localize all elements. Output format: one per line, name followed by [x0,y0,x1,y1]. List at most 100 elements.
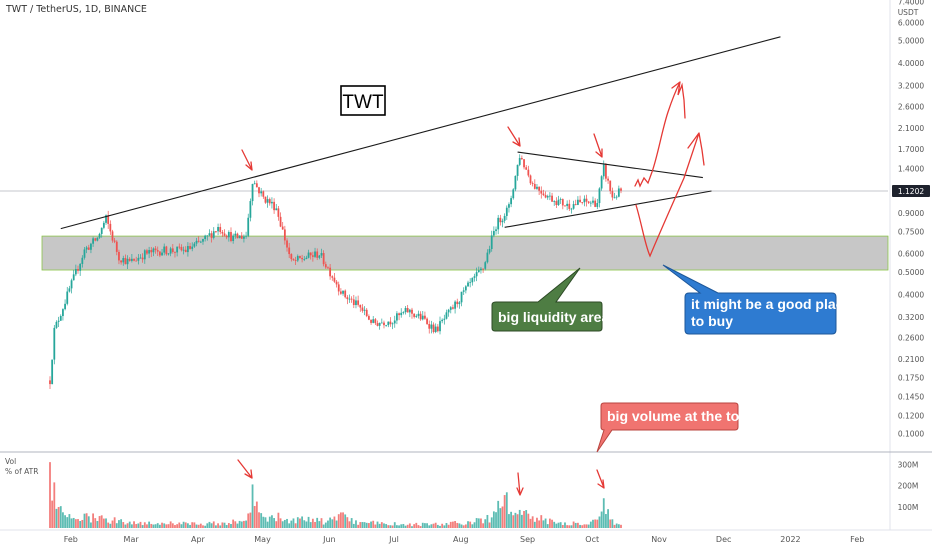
candle-body [380,322,383,324]
volume-bar [133,521,135,528]
candle-body [557,199,560,205]
volume-bar [359,522,362,528]
candle-body [421,315,424,320]
volume-bar [74,519,77,528]
trendline-layer[interactable] [60,36,781,230]
volume-bar [286,518,288,528]
volume-bar [227,523,230,528]
volume-callout[interactable]: big volume at the top [596,402,748,453]
volume-bar [529,518,532,528]
volume-bar [258,512,260,528]
candle-body [210,233,213,238]
volume-bar [490,517,493,528]
volume-bar [230,524,232,528]
buy-callout[interactable]: it might be a good place to buy [662,264,851,335]
candle-body [544,195,547,198]
volume-bar [538,520,541,528]
volume-bar [331,519,334,528]
volume-bar [98,516,101,528]
volume-bar [579,524,581,528]
volume-tick-label: 300M [898,460,919,469]
upper-trendline[interactable] [60,36,781,230]
last-price-tag: 1.1202 [892,184,930,197]
candle-body [436,326,439,332]
volume-bar [393,522,396,528]
candle-body [167,253,170,255]
candle-body [294,260,297,261]
volume-bar [83,513,86,528]
candle-body [432,324,435,332]
volume-bar [434,522,437,528]
volume-bar [55,508,58,528]
candle-body [83,249,86,258]
volume-bar [294,523,297,528]
candle-body [383,322,385,326]
volume-bar [559,522,562,528]
candle-body [96,237,99,241]
liquidity-callout[interactable]: big liquidity area [491,267,609,332]
volume-bar [223,522,226,528]
volume-bar [417,525,420,528]
candle-body [307,252,310,258]
triangle-bottom[interactable] [504,190,712,228]
volume-bar [383,523,385,528]
candle-body [115,241,118,252]
time-axis[interactable]: Feb Mar Apr May Jun Jul Aug Sep Oct Nov Dec 2022 Feb [64,535,865,544]
candle-body [90,243,92,250]
volume-bar [163,523,166,528]
volume-bar [178,522,181,528]
volume-bar [335,520,338,528]
volume-bar [251,484,254,528]
candle-body [53,327,56,360]
volume-bar [495,512,497,528]
candle-body [223,233,226,236]
volume-bar [72,517,75,528]
symbol-legend[interactable]: TWT / TetherUS, 1D, BINANCE [2,4,147,15]
volume-bar [488,522,491,528]
candle-body [445,312,448,319]
volume-bar [318,521,321,528]
chart-title-box[interactable]: TWT [340,85,386,116]
volume-bar [240,521,243,528]
price-tick-label: 0.9000 [898,209,924,218]
candle-body [230,232,232,241]
candle-body [292,259,295,261]
buy-callout-line2: to buy [691,313,733,329]
candle-body [314,251,316,257]
candle-body [266,199,269,203]
candle-body [268,199,271,204]
volume-bar [189,524,191,528]
candle-body [529,175,532,184]
candle-body [204,235,207,240]
candle-body [480,268,482,271]
candle-body [208,233,211,236]
volume-bar [118,520,120,528]
candle-body [238,235,241,239]
volume-bar [501,506,504,528]
volume-bar [555,523,558,528]
volume-bar [428,525,431,528]
volume-bar [255,501,258,528]
volume-bar [199,523,202,528]
volume-bar [115,523,118,528]
candle-body [72,274,75,281]
candle-body [253,183,256,185]
volume-bar [514,512,517,528]
volume-bar [482,523,484,528]
candle-body [212,231,215,238]
price-axis[interactable]: 7.4000 6.0000 5.0000 4.0000 3.2000 2.6000 2.10… [898,0,924,439]
candle-body [143,250,146,260]
time-tick-label: Aug [453,535,469,544]
candle-body [51,359,54,385]
candle-body [592,200,594,203]
volume-bar [378,523,381,528]
candle-body [286,240,288,248]
price-tick-label: 0.2600 [898,334,924,343]
triangle-top[interactable] [517,151,703,179]
volume-bar [372,520,375,528]
candle-body [148,250,151,254]
candle-body [329,267,332,277]
volume-bar [217,523,219,528]
volume-bar [596,519,599,528]
